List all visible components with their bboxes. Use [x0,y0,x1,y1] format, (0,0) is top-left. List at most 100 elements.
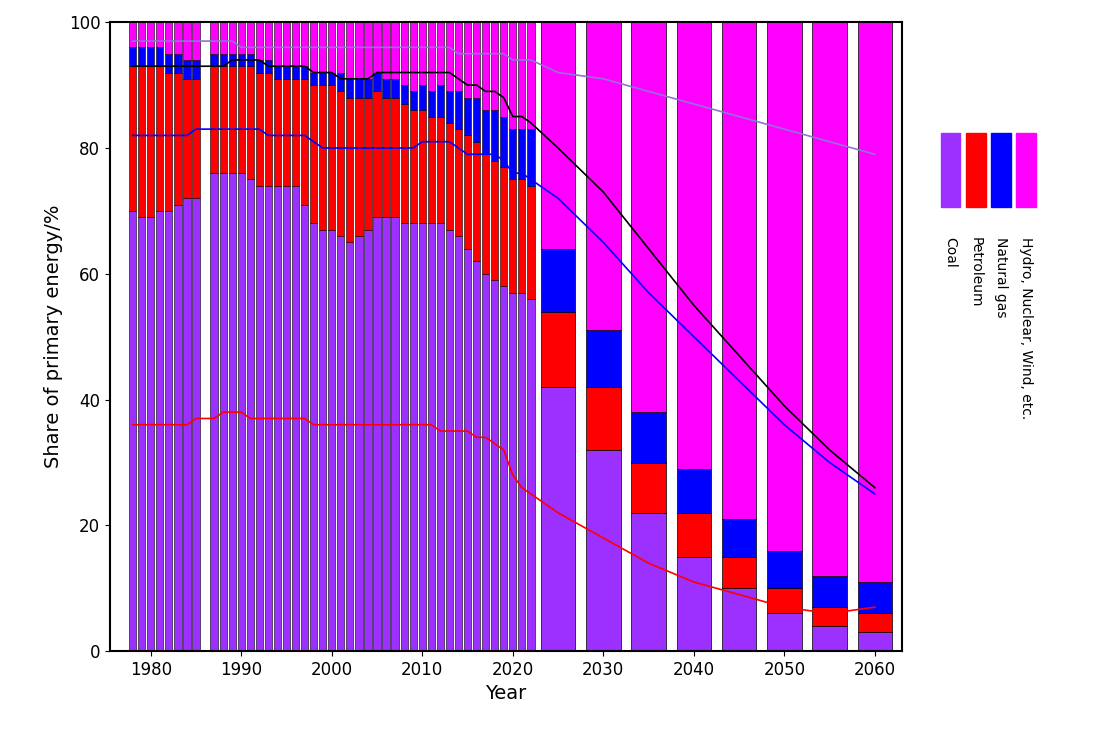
Bar [437,85,444,117]
Bar [473,141,481,261]
Bar [464,22,471,98]
Bar [229,67,235,173]
Bar [129,47,136,67]
Bar [346,22,353,79]
Bar [220,173,227,651]
Bar [383,98,389,218]
Bar [246,53,254,67]
Bar [165,211,173,651]
Bar [437,22,444,85]
Bar [355,236,363,651]
Bar [428,116,435,223]
Bar [156,211,164,651]
Bar [139,218,145,651]
Bar [139,47,145,67]
Bar [500,166,507,286]
Bar [238,22,245,54]
Bar [165,22,173,54]
Bar [383,218,389,651]
Bar [220,67,227,173]
Bar [813,22,847,576]
Bar [338,73,344,91]
Bar [346,98,353,242]
Bar [473,22,481,98]
Bar [129,22,136,47]
Text: Hydro, Nuclear, Wind, etc.: Hydro, Nuclear, Wind, etc. [1020,237,1033,419]
Bar [139,22,145,47]
Bar [156,22,164,47]
Bar [428,223,435,651]
Bar [174,73,182,204]
Bar [283,22,290,67]
Bar [292,67,299,79]
Bar [631,462,666,513]
Bar [283,67,290,79]
Bar [147,218,154,651]
Bar [265,60,272,73]
Bar [858,22,892,582]
Bar [147,67,154,218]
Bar [676,557,711,651]
Bar [274,22,282,67]
Text: Natural gas: Natural gas [994,237,1008,317]
Bar [419,22,426,85]
Bar [409,91,417,110]
Bar [220,22,227,54]
Bar [676,469,711,513]
Bar [129,67,136,211]
Bar [419,85,426,110]
Bar [473,98,481,142]
Bar [255,186,263,651]
Bar [355,22,363,79]
Bar [631,412,666,462]
Bar [192,60,199,79]
Bar [338,91,344,236]
Bar [246,22,254,54]
Bar [631,22,666,412]
Bar [192,22,199,60]
Bar [338,236,344,651]
Bar [255,60,263,73]
Text: Coal: Coal [944,237,957,268]
Bar [455,236,462,651]
Bar [220,53,227,67]
Bar [400,22,408,85]
Bar [246,67,254,180]
Bar [255,22,263,60]
Bar [147,47,154,67]
Bar [364,22,372,79]
Bar [813,607,847,626]
Bar [518,22,526,129]
Bar [586,22,620,330]
Bar [858,613,892,632]
Bar [482,154,490,274]
Bar [274,67,282,79]
Bar [392,98,398,218]
Bar [586,387,620,450]
Bar [428,22,435,91]
Bar [328,73,336,85]
Bar [813,576,847,607]
Bar [722,588,757,651]
Bar [364,79,372,98]
Bar [446,22,453,91]
Bar [210,53,218,67]
Bar [500,286,507,651]
Bar [491,161,498,280]
Bar [518,292,526,651]
Bar [500,116,507,166]
Bar [319,22,327,73]
Bar [184,198,190,651]
Bar [229,22,235,54]
Bar [192,198,199,651]
Bar [165,73,173,211]
Bar [174,22,182,54]
Bar [319,85,327,229]
Bar [409,22,417,91]
Bar [229,53,235,67]
Bar [446,123,453,229]
Bar [373,92,381,218]
Bar [255,73,263,186]
Bar [310,85,317,223]
Bar [400,223,408,651]
